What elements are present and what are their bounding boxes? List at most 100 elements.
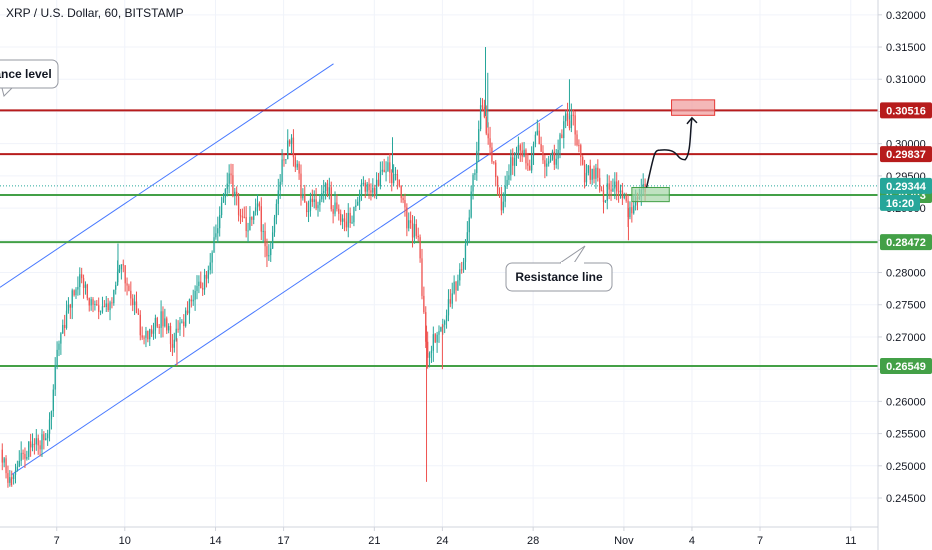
price-tag-label: 0.28472	[886, 237, 926, 249]
candle-body	[277, 190, 279, 204]
candle-body	[56, 349, 58, 366]
candle-body	[621, 190, 624, 199]
price-tag-bg	[880, 358, 932, 375]
candle-body	[415, 224, 417, 236]
candle-body	[328, 187, 331, 195]
candle-body	[572, 114, 574, 116]
y-tick-label: 0.27000	[886, 332, 926, 344]
candle-body	[1, 449, 3, 463]
candle-body	[86, 284, 89, 299]
candle-body	[122, 264, 124, 266]
candle-body	[370, 190, 372, 193]
x-tick-label: 14	[209, 535, 221, 547]
candle-body	[419, 237, 421, 259]
target-box[interactable]	[631, 186, 670, 203]
candle-body	[600, 190, 603, 192]
candle-body	[589, 165, 591, 180]
candle-body	[12, 474, 15, 479]
candle-body	[362, 182, 365, 184]
candle-body	[305, 202, 308, 213]
candle-body	[222, 197, 225, 203]
candle-body	[99, 311, 102, 313]
candle-body	[128, 285, 130, 291]
candle-body	[253, 211, 255, 220]
candle-body	[141, 335, 143, 338]
candle-body	[268, 255, 270, 257]
candle-body	[251, 216, 253, 220]
candle-body	[521, 150, 523, 157]
candle-body	[525, 149, 527, 164]
x-tick-label: 10	[119, 535, 131, 547]
candle-body	[428, 352, 431, 358]
channel-trend-line[interactable]	[11, 104, 563, 476]
candle-body	[52, 389, 54, 412]
candle-body	[65, 310, 68, 328]
candle-body	[262, 230, 264, 232]
target-box[interactable]	[671, 99, 716, 116]
x-tick-label: 7	[54, 535, 60, 547]
level-price-tag: 0.28472	[880, 234, 932, 251]
candle-body	[198, 281, 200, 286]
candle-body	[132, 298, 134, 306]
candle-body	[28, 441, 30, 457]
candle-body	[425, 312, 427, 342]
candle-body	[629, 207, 631, 218]
candle-body	[574, 115, 576, 135]
candle-body	[304, 194, 306, 203]
candle-body	[313, 199, 315, 202]
candle-body	[309, 198, 312, 211]
candle-body	[455, 281, 457, 291]
candle-body	[271, 232, 274, 249]
candle-body	[515, 152, 518, 159]
candle-body	[258, 203, 261, 207]
candle-body	[232, 175, 234, 197]
candle-body	[631, 207, 633, 214]
candle-body	[459, 269, 461, 281]
candle-body	[113, 289, 115, 304]
channel-trend-line[interactable]	[0, 63, 334, 288]
projection-arrow-path[interactable]	[645, 117, 693, 188]
candle-body	[164, 318, 166, 327]
countdown-tag: 16:20	[880, 194, 920, 211]
candle-body	[404, 200, 406, 208]
candle-body	[341, 218, 344, 222]
candle-body	[124, 265, 126, 284]
candle-body	[519, 145, 521, 151]
y-tick-label: 0.31000	[886, 74, 926, 86]
candle-body	[219, 215, 221, 229]
candle-body	[39, 445, 41, 450]
candle-body	[360, 183, 363, 195]
candle-body	[566, 113, 569, 121]
candle-body	[396, 174, 399, 180]
candle-body	[436, 334, 438, 343]
candle-body	[593, 168, 595, 179]
candle-body	[432, 334, 434, 351]
candle-body	[340, 213, 342, 222]
candle-body	[307, 210, 310, 213]
candle-body	[487, 133, 489, 139]
price-tag-bg	[880, 234, 932, 251]
candle-body	[489, 138, 491, 148]
candle-body	[290, 137, 293, 145]
callout-box	[0, 59, 59, 89]
candle-body	[544, 160, 546, 167]
candle-body	[553, 151, 555, 165]
callout-resistance-line[interactable]: Resistance line	[505, 245, 613, 292]
candle-body	[470, 191, 472, 218]
candle-body	[512, 157, 514, 166]
x-tick-label: 11	[845, 535, 856, 547]
candle-body	[357, 201, 359, 206]
candle-body	[398, 179, 400, 186]
callout-resistance-level[interactable]: ance level	[0, 59, 59, 97]
countdown-tag-bg	[880, 194, 920, 211]
candle-body	[75, 289, 77, 296]
candle-body	[614, 181, 616, 189]
candle-body	[50, 411, 53, 420]
candle-body	[555, 158, 557, 165]
candle-body	[485, 116, 487, 134]
candle-body	[565, 113, 567, 122]
callout-tail	[1, 87, 14, 97]
candle-body	[298, 163, 300, 174]
candle-body	[502, 201, 504, 211]
